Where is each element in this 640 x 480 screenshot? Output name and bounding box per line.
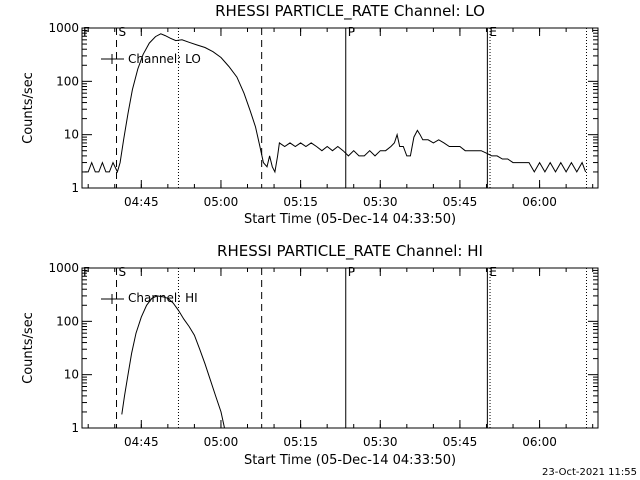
y-tick-label: 10: [64, 128, 79, 142]
y-tick-label: 100: [56, 74, 79, 88]
timestamp: 23-Oct-2021 11:55: [542, 467, 637, 478]
event-label: S: [119, 265, 127, 279]
y-tick-label: 100: [56, 314, 79, 328]
series-line: [121, 295, 225, 429]
x-axis-label: Start Time (05-Dec-14 04:33:50): [244, 453, 456, 468]
y-tick-label: 10: [64, 368, 79, 382]
y-tick-label: 1000: [48, 261, 79, 275]
x-tick-label: 06:00: [522, 195, 557, 209]
event-label: F: [83, 25, 90, 39]
event-label: E: [489, 265, 497, 279]
plot-frame: [81, 267, 599, 429]
event-label: P: [348, 265, 355, 279]
x-tick-label: 05:15: [283, 435, 318, 449]
x-tick-label: 05:00: [204, 195, 239, 209]
legend-label: Channel: HI: [128, 291, 198, 305]
legend-label: Channel: LO: [128, 52, 201, 66]
x-tick-label: 05:00: [204, 435, 239, 449]
event-label: E: [489, 25, 497, 39]
y-axis-label: Counts/sec: [21, 312, 36, 384]
x-tick-label: 05:15: [283, 195, 318, 209]
y-tick-label: 1: [71, 181, 79, 195]
event-label: P: [348, 25, 355, 39]
plot-frame: [81, 27, 599, 189]
x-tick-label: 06:00: [522, 435, 557, 449]
y-tick-label: 1: [71, 421, 79, 435]
hi-channel-panel: RHESSI PARTICLE_RATE Channel: HI Start T…: [21, 242, 599, 468]
x-tick-label: 05:30: [363, 195, 398, 209]
lo-channel-panel: RHESSI PARTICLE_RATE Channel: LO Start T…: [21, 2, 599, 227]
x-tick-label: 05:45: [443, 195, 478, 209]
chart-title: RHESSI PARTICLE_RATE Channel: LO: [215, 2, 485, 21]
event-label: S: [119, 25, 127, 39]
y-axis-label: Counts/sec: [21, 72, 36, 144]
chart-title: RHESSI PARTICLE_RATE Channel: HI: [217, 242, 483, 261]
y-tick-label: 1000: [48, 21, 79, 35]
x-tick-label: 04:45: [124, 195, 159, 209]
x-axis-label: Start Time (05-Dec-14 04:33:50): [244, 212, 456, 227]
event-label: F: [83, 265, 90, 279]
series-line: [84, 33, 587, 174]
x-tick-label: 05:45: [443, 435, 478, 449]
x-tick-label: 05:30: [363, 435, 398, 449]
x-tick-label: 04:45: [124, 435, 159, 449]
